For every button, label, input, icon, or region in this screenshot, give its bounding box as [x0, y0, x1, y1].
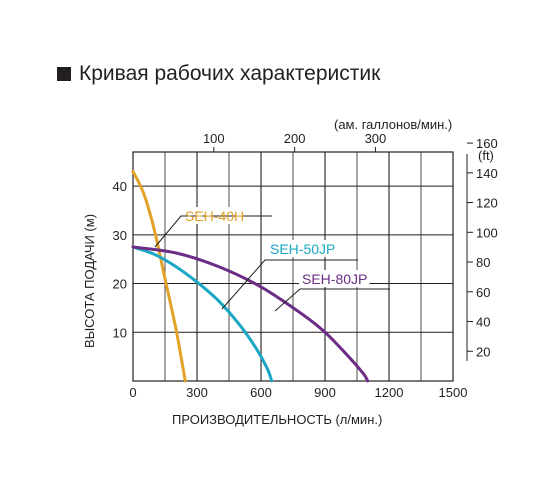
x2-tick-label: 200 [284, 131, 306, 146]
x2-axis-label: (ам. галлонов/мин.) [334, 117, 452, 132]
series-label-backdrop [267, 240, 338, 257]
x-tick-label: 0 [129, 385, 136, 400]
y2-axis-label: (ft) [478, 148, 494, 163]
y2-tick-label: 140 [476, 166, 498, 181]
y2-tick-label: 80 [476, 255, 490, 270]
series-line-seh-40h [131, 169, 187, 383]
x-tick-label: 600 [250, 385, 272, 400]
y-tick-label: 20 [113, 277, 127, 292]
y2-tick-label: 100 [476, 225, 498, 240]
series-label-text: SEH-80JP [302, 271, 367, 287]
y2-tick-label: 60 [476, 285, 490, 300]
y2-tick-label: 40 [476, 315, 490, 330]
y-tick-label: 40 [113, 179, 127, 194]
y2-tick-label: 160 [476, 136, 498, 151]
y2-tick-label: 20 [476, 344, 490, 359]
series-label-backdrop [299, 270, 370, 287]
series-leader-line [221, 259, 358, 310]
series-label-seh-80jp: SEH-80JP [274, 270, 390, 312]
x2-tick-label: 300 [365, 131, 387, 146]
y-tick-label: 10 [113, 325, 127, 340]
x-tick-label: 300 [186, 385, 208, 400]
x-tick-label: 1200 [375, 385, 404, 400]
y2-tick-label: 120 [476, 196, 498, 211]
y-tick-label: 30 [113, 228, 127, 243]
x-axis-label: ПРОИЗВОДИТЕЛЬНОСТЬ (л/мин.) [172, 412, 382, 427]
series-label-text: SEH-40H [185, 208, 244, 224]
grid-layer [132, 151, 454, 382]
series-label-seh-50jp: SEH-50JP [221, 240, 358, 310]
series-label-seh-40h: SEH-40H [154, 207, 272, 248]
x-tick-label: 1500 [439, 385, 468, 400]
page-title-text: Кривая рабочих характеристик [79, 62, 381, 85]
page-title: Кривая рабочих характеристик [57, 62, 380, 86]
x2-tick-label: 100 [203, 131, 225, 146]
tick-layer: 0 300 600 900 1200 1500 10 20 30 40 100 200 300 20 40 6… [113, 131, 498, 400]
series-label-text: SEH-50JP [270, 241, 335, 257]
series-leader-line [154, 215, 272, 248]
curve-layer [131, 169, 370, 383]
y-axis-label: ВЫСОТА ПОДАЧИ (м) [82, 214, 97, 348]
series-label-layer: SEH-40H SEH-50JP SEH-80JP [154, 207, 390, 312]
series-line-seh-80jp [131, 245, 370, 383]
title-bullet-square [57, 67, 71, 81]
x-tick-label: 900 [314, 385, 336, 400]
series-leader-line [274, 288, 390, 312]
series-line-seh-50jp [131, 245, 274, 383]
